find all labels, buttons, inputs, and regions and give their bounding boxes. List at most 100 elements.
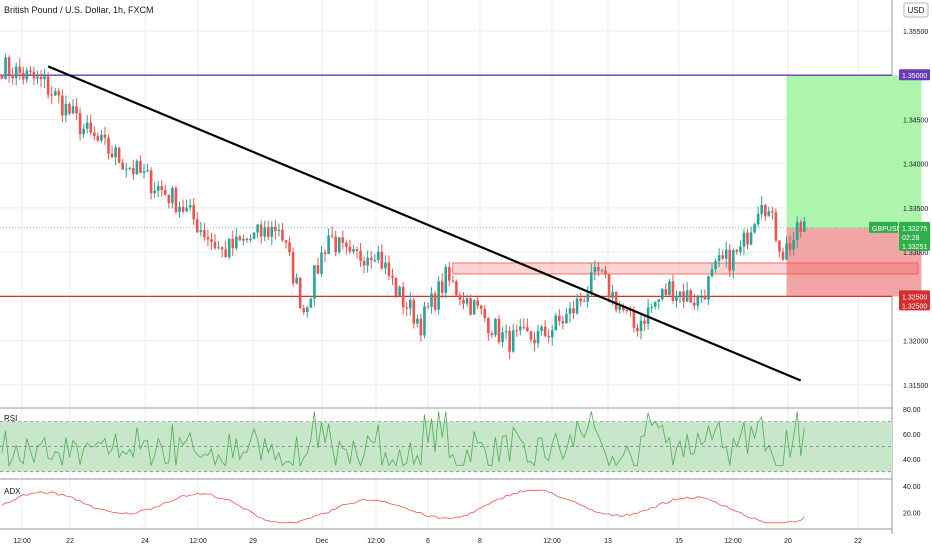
candle-body xyxy=(799,222,803,232)
support-price-text: 1.32500 xyxy=(902,294,927,301)
candle-body xyxy=(11,74,14,78)
candle-body xyxy=(71,106,75,114)
last-price-text: 1.33275 xyxy=(902,226,927,233)
candle-body xyxy=(724,249,728,259)
candle-body xyxy=(284,240,288,243)
candle-body xyxy=(220,247,224,250)
candle-body xyxy=(217,247,220,249)
time-tick-label: 12:00 xyxy=(13,538,31,545)
candle-body xyxy=(760,204,763,214)
axes: 1.35500 1.35000 1.34500 1.34000 1.33500 1.330… xyxy=(13,29,930,545)
rsi-panel xyxy=(0,411,892,473)
candle-body xyxy=(803,221,806,232)
candle-body xyxy=(469,298,472,315)
trendline-group[interactable] xyxy=(47,65,802,382)
candle-body xyxy=(327,235,330,255)
candle-body xyxy=(281,229,284,241)
candle-body xyxy=(224,249,227,258)
candle-body xyxy=(320,252,323,274)
candle-body xyxy=(448,267,451,281)
rsi-tick-label: 60.00 xyxy=(903,432,921,439)
candle-body xyxy=(678,291,682,296)
candle-body xyxy=(746,232,749,245)
candle-body xyxy=(110,153,114,158)
price-tick-label: 1.35500 xyxy=(903,29,928,36)
candle-body xyxy=(575,298,579,314)
candle-body xyxy=(149,170,153,194)
candle-body xyxy=(298,277,302,309)
candle-body xyxy=(68,103,71,114)
candle-body xyxy=(675,295,678,301)
candle-body xyxy=(778,240,781,252)
candle-body xyxy=(689,290,692,303)
candle-body xyxy=(405,307,408,309)
candle-body xyxy=(377,251,380,261)
candle-body xyxy=(430,293,433,307)
candle-body xyxy=(85,122,89,129)
candle-body xyxy=(618,306,621,310)
candle-body xyxy=(483,308,487,318)
candle-body xyxy=(373,260,377,262)
time-tick-label: 24 xyxy=(141,538,149,545)
candle-body xyxy=(206,237,210,240)
resistance-price-tag xyxy=(899,69,930,81)
candle-body xyxy=(763,204,767,217)
candle-body xyxy=(195,219,199,233)
time-tick-label: 22 xyxy=(66,538,74,545)
candle-body xyxy=(504,330,508,333)
time-tick-label: 15 xyxy=(675,538,683,545)
candle-body xyxy=(167,194,171,204)
candle-body xyxy=(103,134,107,138)
price-tick-label: 1.33500 xyxy=(903,206,928,213)
candle-body xyxy=(650,306,653,308)
candle-body xyxy=(185,207,188,212)
candle-body xyxy=(590,272,593,294)
candle-body xyxy=(472,300,476,315)
candle-body xyxy=(291,252,295,284)
candle-body xyxy=(213,241,217,249)
candle-body xyxy=(132,168,135,175)
candle-body xyxy=(330,235,334,237)
candle-body xyxy=(153,190,156,194)
candle-body xyxy=(156,186,160,191)
candle-body xyxy=(142,171,146,173)
candle-body xyxy=(323,252,327,255)
candle-body xyxy=(561,320,565,324)
time-tick-label: 13 xyxy=(604,538,612,545)
time-tick-label: 6 xyxy=(426,538,430,545)
candle-body xyxy=(462,299,465,304)
candle-body xyxy=(639,320,643,332)
time-tick-label: 8 xyxy=(478,538,482,545)
candle-body xyxy=(29,70,32,72)
candle-body xyxy=(522,326,526,328)
second-price-text: 1.33251 xyxy=(902,244,927,251)
candle-body xyxy=(753,224,756,233)
candle-body xyxy=(39,76,43,80)
candle-body xyxy=(692,302,696,306)
candle-body xyxy=(742,232,746,247)
price-tick-label: 1.34000 xyxy=(903,162,928,169)
candle-body xyxy=(700,296,703,298)
candle-body xyxy=(774,212,778,241)
currency-button[interactable] xyxy=(903,2,929,18)
candle-body xyxy=(614,291,618,310)
candle-body xyxy=(355,249,359,251)
demand-zone xyxy=(452,262,919,275)
candle-body xyxy=(511,330,515,352)
candle-body xyxy=(497,318,501,343)
candle-body xyxy=(554,315,558,331)
candle-body xyxy=(416,318,419,324)
candle-body xyxy=(632,311,636,328)
candle-body xyxy=(661,289,664,300)
candle-body xyxy=(178,206,181,212)
candle-body xyxy=(707,276,710,300)
candle-body xyxy=(419,318,423,336)
candle-body xyxy=(18,66,22,73)
candle-body xyxy=(188,205,192,208)
candle-body xyxy=(771,211,774,213)
candle-body xyxy=(64,103,68,116)
candle-body xyxy=(174,188,178,212)
candle-body xyxy=(714,261,717,270)
candle-body xyxy=(384,262,387,269)
